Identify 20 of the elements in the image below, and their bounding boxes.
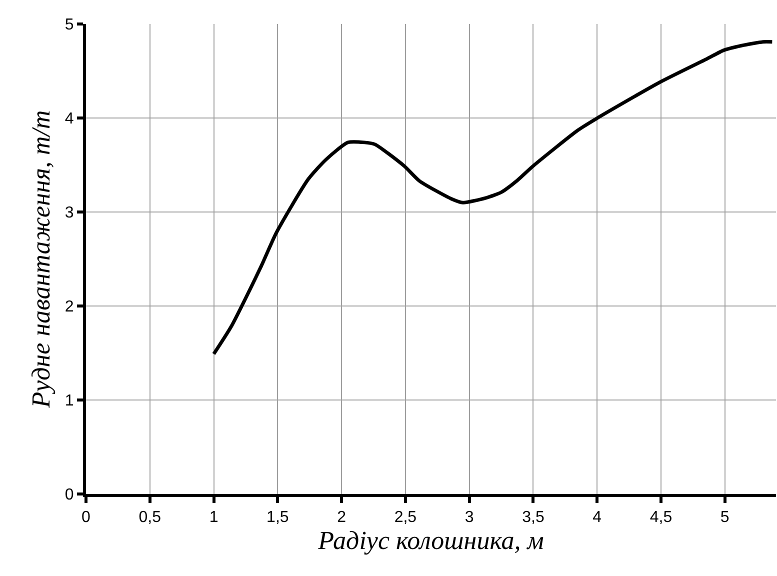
x-tick-label: 3: [464, 509, 474, 526]
y-axis-title: Рудне навантаження, т/т: [26, 110, 56, 409]
x-tick-label: 3,5: [522, 509, 544, 526]
x-tick-label: 4: [592, 509, 602, 526]
y-tick-label: 4: [64, 110, 74, 128]
x-tick-label: 2: [337, 509, 346, 526]
x-axis-title: Радіус колошника, м: [317, 526, 544, 556]
y-tick-label: 3: [64, 204, 74, 222]
y-tick-label: 0: [64, 486, 74, 504]
x-tick-label: 2,5: [394, 509, 417, 526]
x-tick-label: 1,5: [266, 509, 289, 526]
line-series: [212, 40, 774, 356]
x-tick-label: 0,5: [138, 509, 162, 526]
x-tick-label: 1: [209, 509, 218, 526]
x-tick-label: 0: [82, 509, 91, 526]
y-tick-label: 2: [64, 298, 74, 316]
y-tick-label: 1: [64, 392, 74, 410]
y-tick-label: 5: [64, 16, 74, 34]
x-tick-label: 5: [720, 509, 730, 526]
x-tick-label: 4,5: [650, 509, 672, 526]
